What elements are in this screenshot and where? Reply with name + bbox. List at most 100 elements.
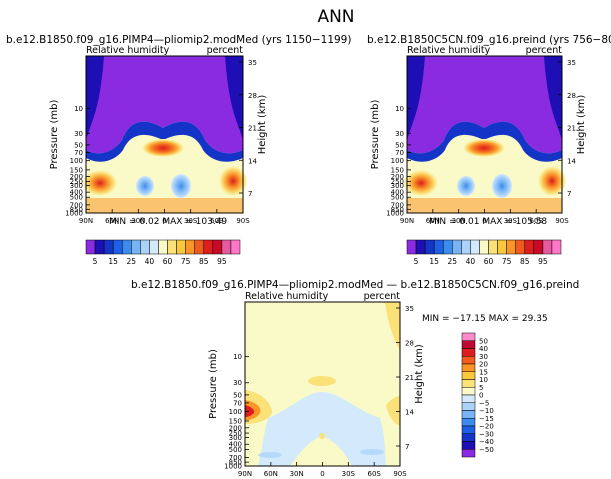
panel-2-pressure-tick-label: 700 (391, 201, 404, 209)
panel-3-height-tick-label: 14 (405, 409, 414, 417)
panel-2-pressure-tick-label: 150 (391, 166, 404, 174)
panel-1-height-tick-label: 28 (248, 92, 257, 100)
panel-1-pressure-tick-label: 1000 (65, 210, 83, 218)
panel-3-colorbar-swatch (461, 433, 476, 442)
panel-2-height-tick-label: 28 (567, 92, 576, 100)
panel-1-pressure-tick-label: 250 (70, 178, 83, 186)
panel-1-colorbar-swatch (167, 239, 177, 255)
panel-1-colorbar-label: 5 (93, 257, 98, 266)
panel-2-colorbar-label: 40 (466, 257, 476, 266)
panel-3-colorbar-label: −5 (479, 399, 489, 407)
panel-3-colorbar-swatch (461, 379, 476, 388)
panel-1-colorbar-label: 75 (181, 257, 191, 266)
panel-3-pressure-tick-label: 1000 (224, 463, 242, 471)
panel-2-ylabel-right: Height (km) (576, 95, 587, 155)
panel-2-ylabel: Pressure (mb) (370, 100, 381, 170)
panel-1-colorbar-swatch (94, 239, 105, 255)
panel-3-pressure-tick-label: 500 (229, 446, 242, 454)
panel-1-pressure-tick-label: 500 (70, 194, 83, 202)
panel-3-colorbar-label: 10 (479, 376, 488, 384)
panel-2-lat-tick-label: 90S (555, 217, 569, 225)
panel-3-ylabel-right: Height (km) (414, 344, 425, 404)
panel-1-pressure-tick-label: 70 (74, 149, 83, 157)
panel-2-colorbar-swatch (506, 239, 516, 255)
panel-1-pressure-tick-label: 850 (70, 206, 83, 214)
panel-2-height-tick-label: 21 (567, 125, 576, 133)
panel-1-lat-tick-label: 30S (184, 217, 198, 225)
panel-3-colorbar-swatch (461, 418, 476, 427)
panel-1-plot (83, 56, 247, 213)
panel-1-colorbar-swatch (158, 239, 168, 255)
panel-1-ylabel-right: Height (km) (257, 95, 268, 155)
panel-2-colorbar-swatch (542, 239, 553, 255)
panel-3-pressure-tick-label: 200 (229, 424, 242, 432)
panel-1-colorbar-swatch (176, 239, 186, 255)
panel-1-height-tick-label: 14 (248, 157, 257, 165)
panel-2-colorbar-label: 75 (502, 257, 512, 266)
panel-2-lat-tick-label: 30N (452, 217, 466, 225)
panel-3-colorbar-swatch (461, 363, 476, 372)
panel-2-colorbar-swatch (406, 239, 417, 255)
panel-3-variable: Relative humidity (245, 291, 329, 302)
panel-3-lat-tick-label: 30S (342, 470, 356, 478)
panel-2-lat-tick-label: 0 (482, 217, 486, 225)
panel-2-colorbar-swatch (551, 239, 562, 255)
panel-2-pressure-tick-label: 400 (391, 189, 404, 197)
panel-3-pressure-tick-label: 150 (229, 417, 242, 425)
panel-3-units: percent (364, 291, 401, 302)
panel-1-colorbar-label: 40 (145, 257, 155, 266)
panel-2: b.e12.B1850C5CN.f09_g16.preind (yrs 756−… (367, 34, 611, 266)
panel-3-lat-tick-label: 90S (393, 470, 407, 478)
panel-3-pressure-tick-label: 70 (233, 399, 242, 407)
panel-1-title: b.e12.B1850.f09_g16.PIMP4—pliomip2.modMe… (6, 34, 351, 46)
panel-1-pressure-tick-label: 10 (74, 105, 83, 113)
panel-3-colorbar-swatch (461, 394, 476, 403)
panel-2-units: percent (526, 45, 563, 56)
panel-2-pressure-tick-label: 200 (391, 173, 404, 181)
panel-1-height-tick-label: 7 (248, 190, 252, 198)
panel-2-variable: Relative humidity (407, 45, 491, 56)
panel-2-colorbar-swatch (524, 239, 535, 255)
panel-1-pressure-tick-label: 400 (70, 189, 83, 197)
panel-3-lat-tick-label: 0 (320, 470, 324, 478)
panel-1-colorbar-swatch (103, 239, 114, 255)
panel-2-height-tick-label: 14 (567, 157, 576, 165)
panel-2-colorbar-label: 25 (448, 257, 458, 266)
panel-3-pressure-tick-label: 10 (233, 353, 242, 361)
panel-1-colorbar-swatch (140, 239, 150, 255)
panel-1-colorbar-label: 60 (163, 257, 173, 266)
panel-3-pressure-tick-label: 100 (229, 408, 242, 416)
panel-3-height-tick-label: 7 (405, 443, 409, 451)
panel-3-colorbar-label: −50 (479, 446, 494, 454)
panel-3-colorbar-label: 5 (479, 384, 483, 392)
panel-3-colorbar-label: 50 (479, 337, 488, 345)
panel-3-colorbar-swatch (461, 332, 476, 341)
panel-3-colorbar-swatch (461, 441, 476, 450)
panel-1-pressure-tick-label: 700 (70, 201, 83, 209)
panel-2-lat-tick-label: 60S (529, 217, 543, 225)
panel-3-pressure-tick-label: 50 (233, 391, 242, 399)
panel-1-colorbar-swatch (185, 239, 195, 255)
panel-3-plot (245, 302, 400, 466)
panel-2-pressure-tick-label: 250 (391, 178, 404, 186)
panel-1-stats: MIN = 0.02 MAX = 103.49 (109, 217, 227, 227)
panel-1-variable: Relative humidity (86, 45, 170, 56)
panel-2-plot (404, 56, 566, 213)
panel-1-pressure-tick-label: 30 (74, 130, 83, 138)
panel-1-colorbar-swatch (131, 239, 141, 255)
panel-2-pressure-tick-label: 50 (395, 141, 404, 149)
panel-3-colorbar-swatch (461, 425, 476, 434)
panel-3-colorbar-label: −15 (479, 415, 494, 423)
panel-2-pressure-tick-label: 10 (395, 105, 404, 113)
panel-2-colorbar-label: 60 (484, 257, 494, 266)
panel-3-height-tick-label: 35 (405, 305, 414, 313)
panel-3-pressure-tick-label: 300 (229, 434, 242, 442)
panel-1-lat-tick-label: 90N (79, 217, 93, 225)
panel-1: b.e12.B1850.f09_g16.PIMP4—pliomip2.modMe… (6, 34, 351, 266)
panel-1-colorbar-swatch (121, 239, 132, 255)
panel-3-colorbar-swatch (461, 410, 476, 419)
panel-1-colorbar-swatch (212, 239, 223, 255)
panel-2-pressure-tick-label: 30 (395, 130, 404, 138)
panel-1-colorbar-swatch (230, 239, 241, 255)
